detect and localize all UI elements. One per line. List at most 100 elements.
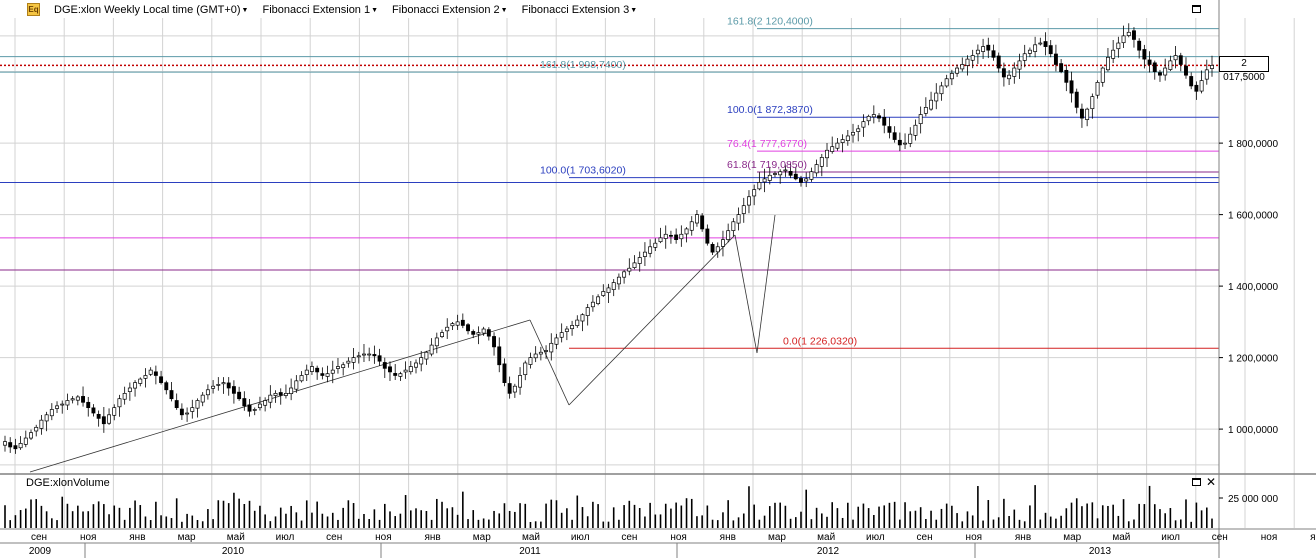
candle-body: [684, 228, 689, 235]
candle: [164, 380, 169, 395]
candle: [153, 365, 158, 385]
candle: [814, 159, 819, 177]
candle-body: [570, 325, 575, 330]
candle-body: [726, 230, 731, 240]
candle-body: [75, 396, 80, 401]
candle: [564, 326, 569, 341]
study-fib-ext-3[interactable]: Fibonacci Extension 3 ▼: [522, 4, 638, 16]
month-label: сен: [621, 532, 637, 543]
candle-body: [1085, 108, 1090, 120]
maximize-volume-pane-button[interactable]: [1192, 478, 1201, 486]
candle: [882, 109, 887, 134]
caret-down-icon: ▼: [371, 6, 379, 14]
candle-body: [1064, 69, 1069, 83]
candle: [1142, 44, 1147, 69]
candle-body: [861, 121, 866, 128]
candle-body: [601, 291, 606, 296]
candle: [1132, 27, 1136, 48]
candle-body: [731, 221, 736, 231]
candle: [887, 117, 892, 139]
candle-body: [996, 55, 1001, 69]
candle: [731, 218, 736, 237]
candle-body: [1053, 53, 1058, 65]
study-fib-ext-1[interactable]: Fibonacci Extension 1 ▼: [262, 4, 378, 16]
candle: [533, 346, 538, 363]
candle-body: [908, 133, 913, 144]
candle: [8, 437, 13, 453]
candle-body: [611, 282, 616, 290]
candle: [1038, 37, 1043, 46]
candle: [112, 404, 117, 421]
candle: [502, 358, 507, 387]
candle-body: [840, 139, 845, 143]
candle-body: [91, 407, 96, 414]
candle: [497, 337, 502, 373]
candle: [585, 303, 590, 326]
candle: [138, 377, 143, 387]
candle: [622, 270, 627, 284]
candle: [393, 364, 398, 380]
study-fib-ext-2[interactable]: Fibonacci Extension 2 ▼: [392, 4, 508, 16]
candle: [710, 242, 715, 256]
candle-body: [538, 351, 543, 355]
candle-body: [39, 419, 44, 429]
candle-body: [221, 382, 226, 385]
candle: [726, 223, 731, 243]
volume-pane-title: DGE:xlonVolume: [26, 477, 110, 489]
candle-body: [502, 363, 507, 383]
instrument-icon[interactable]: Eq: [27, 3, 40, 16]
candle: [299, 371, 304, 383]
candle-body: [320, 373, 325, 376]
month-label: ноя: [375, 532, 392, 543]
candle: [674, 228, 679, 244]
fib-level-label: 161.8(1 998,7400): [540, 59, 626, 71]
candle-body: [216, 384, 221, 386]
candle-body: [408, 366, 413, 373]
candle-body: [133, 382, 138, 389]
volume-axis-label: 25 000 000: [1228, 494, 1278, 505]
candle: [1090, 93, 1095, 119]
candle: [445, 318, 450, 339]
candle-body: [13, 445, 18, 450]
candle-body: [325, 373, 330, 377]
candle: [1105, 47, 1110, 72]
candle: [1007, 70, 1012, 86]
candle-body: [471, 331, 476, 335]
candle-body: [44, 414, 49, 422]
candle-body: [257, 403, 262, 409]
candle-body: [700, 215, 705, 230]
maximize-price-pane-button[interactable]: [1192, 5, 1201, 13]
candle-body: [242, 398, 247, 407]
candle: [1116, 36, 1121, 58]
candle-body: [315, 367, 320, 373]
candle: [996, 52, 1001, 73]
candle-body: [346, 360, 351, 364]
candle: [351, 347, 356, 370]
candle: [205, 384, 210, 400]
candle-body: [372, 354, 377, 357]
month-label: янв: [720, 532, 736, 543]
fibonacci-lines: [0, 28, 1219, 349]
candle: [819, 153, 824, 177]
candle-body: [377, 355, 382, 362]
close-volume-pane-button[interactable]: ✕: [1206, 475, 1217, 489]
candle-body: [679, 233, 684, 240]
candle: [1121, 25, 1126, 48]
price-tick-label: 1 000,0000: [1228, 425, 1278, 436]
candle-body: [34, 426, 39, 432]
candle: [575, 315, 580, 328]
candle: [788, 163, 793, 179]
candle: [169, 382, 174, 402]
candle: [257, 396, 262, 411]
candle: [101, 406, 106, 433]
candle: [367, 347, 372, 362]
candle: [684, 227, 689, 243]
fib-level-label: 100.0(1 703,6020): [540, 165, 626, 177]
candle-body: [205, 389, 210, 396]
candle: [1163, 58, 1168, 81]
candle: [611, 279, 616, 297]
symbol-selector[interactable]: DGE:xlon Weekly Local time (GMT+0) ▼: [54, 4, 248, 16]
candle-body: [986, 44, 991, 51]
candle: [856, 124, 861, 142]
